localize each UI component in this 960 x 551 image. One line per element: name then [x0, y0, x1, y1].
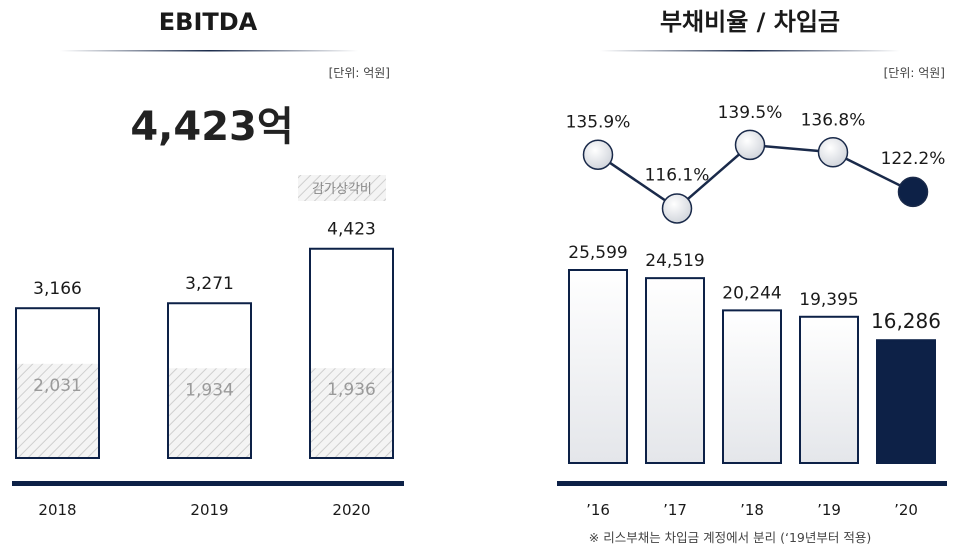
debt-ratio-point — [897, 176, 929, 208]
borrowings-year-label: ’20 — [894, 501, 918, 519]
debt-ratio-line-chart: 135.9% 116.1% 139.5% 136.8% 122.2% — [566, 103, 946, 224]
borrowings-bar — [722, 309, 782, 464]
debt-ratio-point — [817, 137, 849, 168]
ebitda-baseline — [12, 481, 404, 486]
depreciation-bar-2018 — [16, 363, 99, 458]
depreciation-legend-label: 감가상각비 — [312, 182, 372, 197]
debt-ratio-label: 122.2% — [881, 149, 946, 169]
borrowings-value-label: 16,286 — [871, 309, 941, 333]
borrowings-bar — [645, 277, 705, 465]
debt-ratio-point — [661, 193, 693, 224]
debt-ratio-label: 139.5% — [718, 103, 783, 123]
depreciation-value-label: 1,934 — [185, 380, 234, 400]
ebitda-bar-chart: 3,166 2,031 2018 3,271 1,934 2019 4,423 1,936 20… — [15, 220, 394, 519]
ebitda-bar-2020 — [309, 247, 394, 459]
ebitda-value-label: 4,423 — [327, 220, 376, 240]
ebitda-headline: 4,423억 — [130, 104, 293, 150]
debt-ratio-point — [582, 139, 614, 170]
borrowings-year-label: ’18 — [740, 501, 764, 519]
ebitda-year-label: 2019 — [190, 501, 228, 519]
borrowings-year-label: ’16 — [586, 501, 610, 519]
ebitda-unit: [단위: 억원] — [329, 66, 390, 80]
borrowings-value-label: 25,599 — [568, 243, 627, 263]
ebitda-year-label: 2018 — [38, 501, 76, 519]
ebitda-title-rule — [60, 50, 358, 52]
borrowings-bar — [799, 315, 859, 464]
borrowings-value-label: 24,519 — [645, 251, 704, 271]
borrowings-bar — [568, 269, 628, 464]
borrowings-value-label: 19,395 — [799, 290, 858, 310]
ebitda-value-label: 3,166 — [33, 279, 82, 299]
borrowings-bar — [876, 339, 936, 464]
ebitda-value-label: 3,271 — [185, 274, 234, 294]
debt-unit: [단위: 억원] — [884, 66, 945, 80]
debt-title-rule — [600, 50, 900, 52]
borrowings-year-label: ’17 — [663, 501, 687, 519]
depreciation-legend-swatch — [298, 175, 386, 201]
borrowings-baseline — [557, 481, 947, 486]
debt-ratio-label: 136.8% — [801, 110, 866, 130]
debt-ratio-label: 135.9% — [566, 113, 631, 133]
ebitda-year-label: 2020 — [332, 501, 370, 519]
debt-ratio-point — [734, 129, 766, 161]
borrowings-bar-chart: 25,599 ’16 24,519 ’17 20,244 ’18 19,395 ’19 16,2… — [568, 243, 941, 519]
footnote: ※ 리스부채는 차입금 계정에서 분리 (‘19년부터 적용) — [589, 530, 871, 545]
borrowings-year-label: ’19 — [817, 501, 841, 519]
ebitda-bar-2019 — [167, 302, 252, 459]
borrowings-value-label: 20,244 — [722, 283, 781, 303]
depreciation-value-label: 2,031 — [33, 376, 82, 396]
ebitda-title: EBITDA — [159, 8, 258, 36]
depreciation-bar-2020 — [310, 368, 393, 458]
debt-title: 부채비율 / 차입금 — [660, 8, 840, 36]
debt-ratio-label: 116.1% — [645, 165, 710, 185]
ebitda-bar-2018 — [15, 307, 100, 459]
depreciation-bar-2019 — [168, 368, 251, 458]
depreciation-value-label: 1,936 — [327, 380, 376, 400]
